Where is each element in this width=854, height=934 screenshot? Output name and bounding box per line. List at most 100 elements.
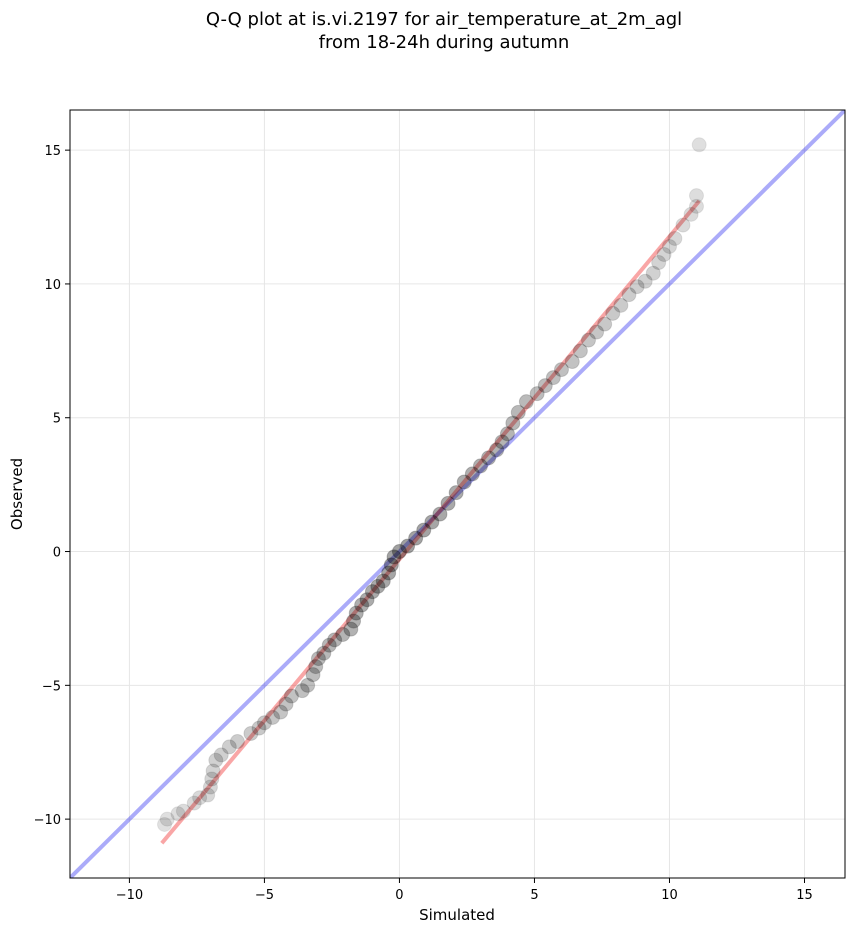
quantile-point — [481, 450, 497, 466]
quantile-point — [327, 632, 343, 648]
quantile-point — [213, 747, 229, 763]
quantile-point — [589, 324, 605, 340]
quantile-point — [256, 715, 272, 731]
quantile-point — [688, 188, 704, 204]
x-tick-label: 15 — [796, 888, 813, 903]
quantile-point — [629, 279, 645, 295]
quantile-point — [310, 651, 326, 667]
quantile-point — [637, 273, 653, 289]
chart-title-line-2: from 18-24h during autumn — [319, 32, 570, 53]
quantile-point — [408, 530, 424, 546]
quantile-point — [564, 354, 580, 370]
x-tick-label: −10 — [116, 888, 143, 903]
x-tick-label: 10 — [661, 888, 678, 903]
quantile-point — [529, 386, 545, 402]
quantile-point — [229, 734, 245, 750]
quantile-point — [683, 206, 699, 222]
quantile-point — [621, 287, 637, 303]
quantile-point — [221, 739, 237, 755]
quantile-point — [545, 370, 561, 386]
y-tick-label: −5 — [42, 679, 61, 694]
quantile-point — [294, 683, 310, 699]
x-tick-label: −5 — [255, 888, 274, 903]
quantile-point — [381, 565, 397, 581]
quantile-point — [359, 592, 375, 608]
quantile-point — [383, 557, 399, 573]
quantile-point — [175, 803, 191, 819]
quantile-point — [505, 415, 521, 431]
quantile-point — [335, 626, 351, 642]
quantile-point — [518, 394, 534, 410]
y-tick-label: 15 — [44, 144, 61, 159]
quantile-point — [354, 597, 370, 613]
quantile-point — [448, 485, 464, 501]
y-tick-label: −10 — [34, 813, 61, 828]
quantile-point — [186, 795, 202, 811]
quantile-point — [202, 779, 218, 795]
quantile-point — [308, 659, 324, 675]
quantile-point — [494, 434, 510, 450]
quantile-point — [157, 816, 173, 832]
quantile-point — [553, 362, 569, 378]
grid — [70, 110, 845, 878]
quantile-point — [613, 297, 629, 313]
y-tick-label: 10 — [44, 278, 61, 293]
quantile-point — [343, 621, 359, 637]
quantile-point — [472, 458, 488, 474]
quantile-point — [667, 230, 683, 246]
quantile-point — [316, 645, 332, 661]
quantile-point — [243, 725, 259, 741]
y-tick-label: 0 — [53, 546, 61, 561]
y-tick-label: 5 — [53, 412, 61, 427]
quantile-point — [675, 217, 691, 233]
quantile-point — [170, 806, 186, 822]
quantile-point — [300, 677, 316, 693]
plot-frame — [69, 109, 846, 879]
x-tick-label: 5 — [530, 888, 538, 903]
y-axis-label: Observed — [8, 458, 26, 530]
fit-line — [160, 199, 701, 845]
quantile-point — [605, 305, 621, 321]
x-axis-label: Simulated — [419, 906, 495, 924]
quantile-point — [204, 771, 220, 787]
chart-title-line-1: Q-Q plot at is.vi.2197 for air_temperatu… — [206, 9, 682, 30]
quantile-point — [651, 255, 667, 271]
quantile-point — [537, 378, 553, 394]
quantile-point — [273, 704, 289, 720]
quantile-point — [283, 688, 299, 704]
quantile-point — [370, 578, 386, 594]
quantile-point — [305, 667, 321, 683]
quantile-point — [510, 404, 526, 420]
identity-line — [70, 110, 845, 878]
quantile-point — [386, 549, 402, 565]
quantile-point — [391, 544, 407, 560]
quantile-point — [400, 538, 416, 554]
quantile-point — [205, 763, 221, 779]
quantile-point — [265, 709, 281, 725]
quantile-point — [440, 495, 456, 511]
quantile-point — [580, 332, 596, 348]
quantile-point — [456, 474, 472, 490]
quantile-point — [499, 426, 515, 442]
quantile-point — [278, 696, 294, 712]
quantile-point — [597, 316, 613, 332]
quantile-point — [321, 637, 337, 653]
quantile-point — [364, 584, 380, 600]
quantile-point — [661, 238, 677, 254]
quantile-point — [208, 752, 224, 768]
quantile-point — [464, 466, 480, 482]
quantile-point — [656, 247, 672, 263]
quantile-point — [348, 605, 364, 621]
quantile-point — [691, 137, 707, 153]
x-tick-label: 0 — [395, 888, 403, 903]
quantile-point — [432, 506, 448, 522]
quantile-point — [375, 573, 391, 589]
quantile-point — [424, 514, 440, 530]
quantile-point — [251, 720, 267, 736]
quantile-point — [489, 442, 505, 458]
quantile-point — [688, 198, 704, 214]
quantile-point — [346, 613, 362, 629]
quantile-point — [572, 343, 588, 359]
quantile-point — [416, 522, 432, 538]
